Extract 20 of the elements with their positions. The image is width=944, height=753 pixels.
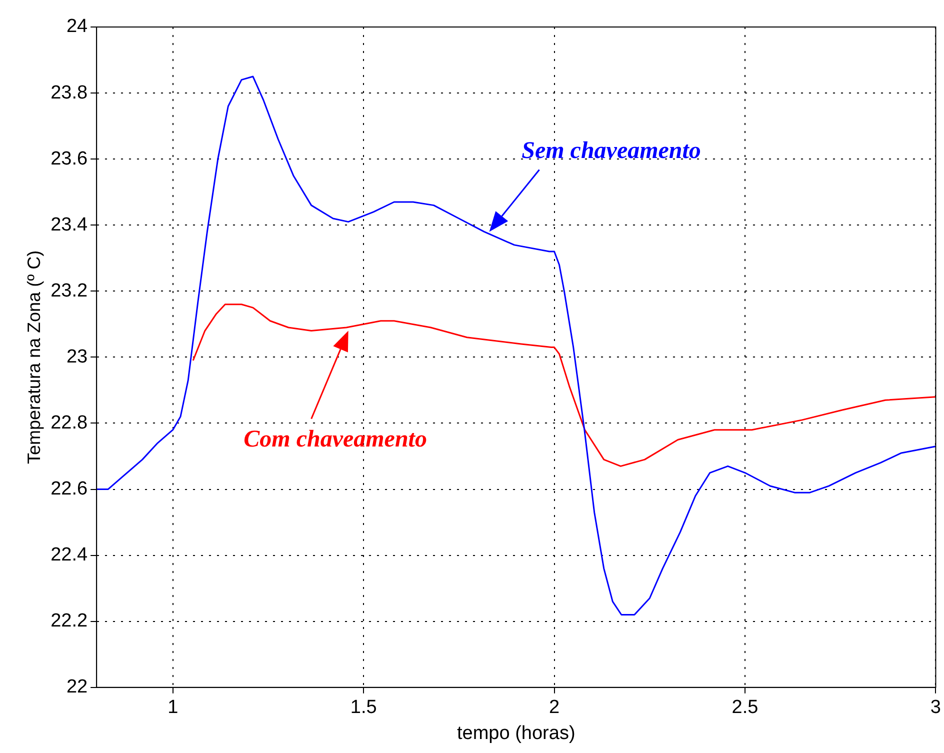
- annotation: Com chaveamento: [244, 426, 427, 452]
- y-tick-label: 22: [66, 676, 88, 698]
- y-tick-label: 23.8: [50, 82, 88, 104]
- x-tick-label: 2.5: [732, 697, 758, 718]
- y-tick-label: 23.2: [50, 280, 88, 302]
- x-tick-label: 3: [930, 697, 942, 718]
- y-tick-label: 22.6: [50, 478, 88, 500]
- y-tick-label: 22.2: [50, 610, 88, 632]
- x-tick-label: 1.5: [350, 697, 377, 718]
- y-tick-label: 23.4: [50, 214, 88, 236]
- y-tick-label: 23: [66, 346, 88, 368]
- annotation: Sem chaveamento: [522, 138, 701, 164]
- x-axis-title: tempo (horas): [457, 722, 576, 744]
- x-tick-label: 2: [549, 697, 560, 718]
- x-tick-label: 1: [168, 697, 178, 718]
- y-tick-label: 22.4: [50, 544, 88, 566]
- y-tick-label: 22.8: [50, 412, 88, 434]
- y-axis-title: Temperatura na Zona (º C): [24, 250, 44, 464]
- y-tick-label: 23.6: [50, 148, 88, 170]
- y-tick-label: 24: [66, 16, 88, 38]
